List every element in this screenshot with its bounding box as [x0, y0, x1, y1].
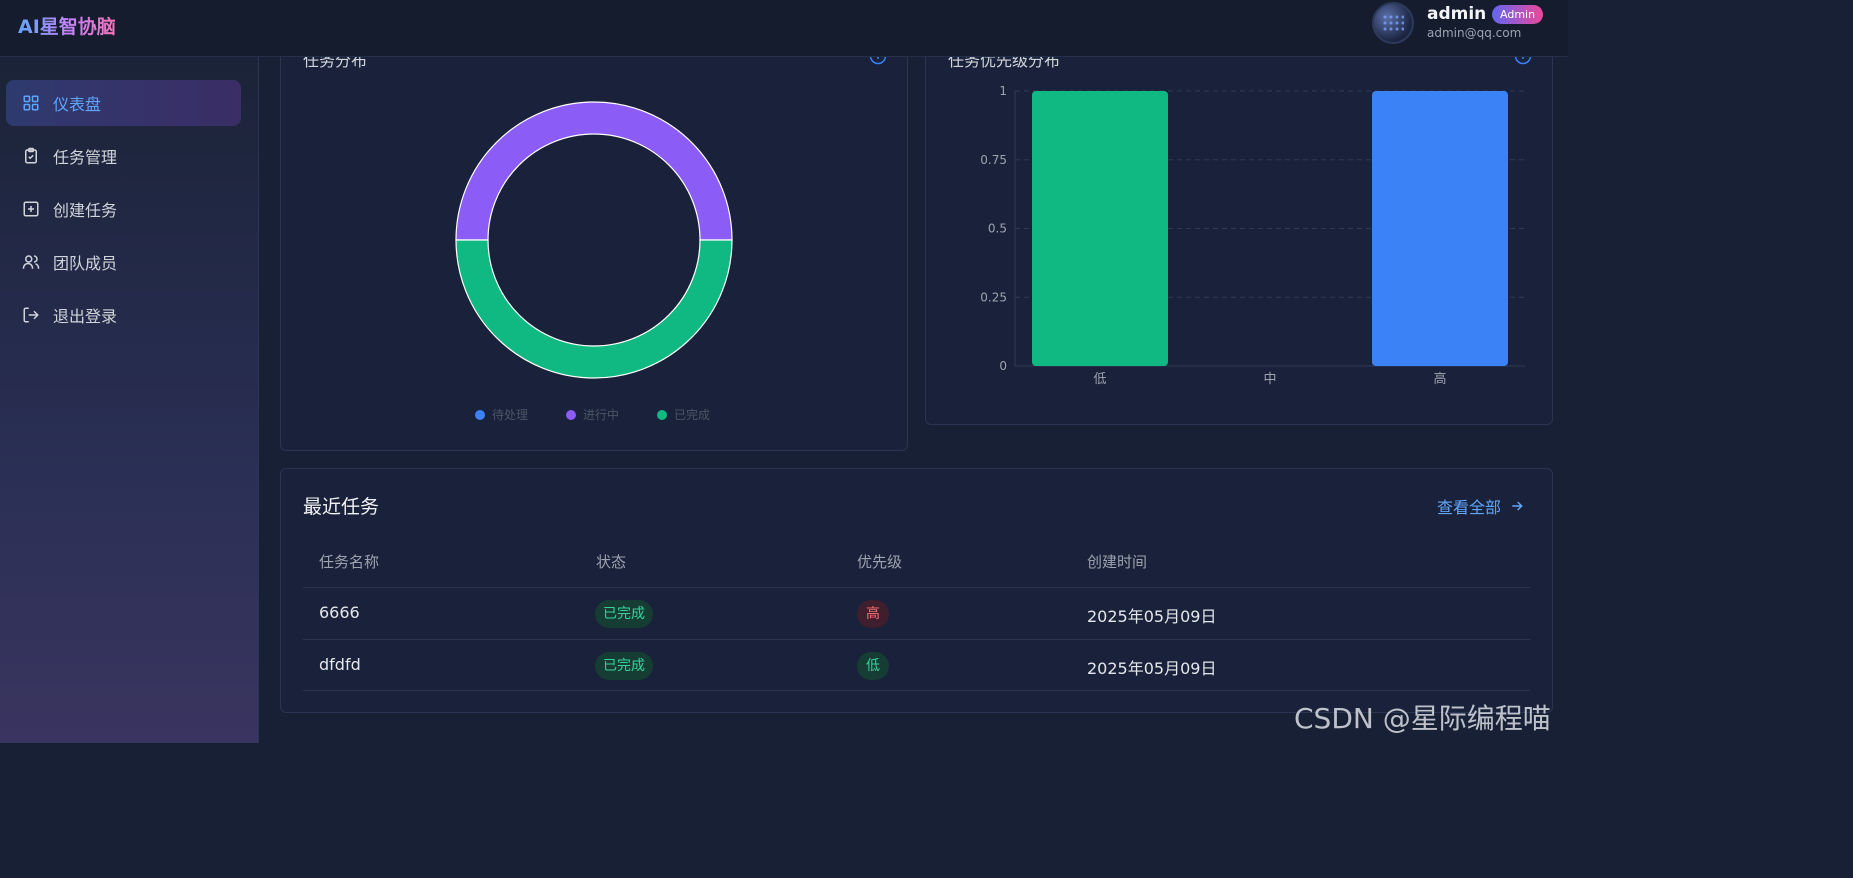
- legend-label: 已完成: [674, 408, 711, 422]
- sidebar-item-tasks[interactable]: 任务管理: [6, 133, 241, 179]
- y-tick-label: 0.75: [980, 153, 1007, 167]
- column-header-priority[interactable]: 优先级: [857, 553, 903, 571]
- status-chart-card: 任务分布: [280, 30, 908, 451]
- sidebar: 仪表盘 任务管理 创建任务 团队成员 退出登录: [0, 57, 259, 743]
- column-header-name[interactable]: 任务名称: [319, 553, 380, 571]
- user-name: admin: [1427, 4, 1487, 24]
- avatar[interactable]: [1372, 2, 1414, 44]
- divider: [303, 587, 1530, 588]
- priority-badge: 低: [857, 652, 889, 680]
- arrow-right-icon: [1512, 501, 1523, 511]
- recent-tasks-card: [280, 468, 1553, 713]
- x-tick-label: 低: [1093, 372, 1106, 387]
- view-all-link[interactable]: 查看全部: [1437, 494, 1525, 518]
- legend-dot: [657, 409, 667, 420]
- app-logo[interactable]: AI星智协脑: [18, 12, 116, 39]
- status-badge: 已完成: [595, 652, 653, 680]
- sidebar-item-label: 团队成员: [53, 254, 118, 273]
- view-all-label: 查看全部: [1437, 498, 1502, 517]
- sidebar-item-create-task[interactable]: 创建任务: [6, 186, 241, 232]
- x-tick-label: 中: [1263, 372, 1276, 387]
- watermark: CSDN @星际编程喵: [1294, 702, 1551, 735]
- column-header-status[interactable]: 状态: [596, 553, 627, 571]
- column-header-created[interactable]: 创建时间: [1087, 553, 1148, 571]
- legend-pending[interactable]: 待处理: [475, 406, 528, 423]
- recent-tasks-title: 最近任务: [303, 496, 380, 518]
- task-name[interactable]: 6666: [319, 603, 360, 622]
- sidebar-item-label: 仪表盘: [53, 95, 102, 114]
- x-tick-label: 高: [1433, 371, 1446, 387]
- created-date: 2025年05月09日: [1087, 607, 1217, 626]
- priority-badge: 高: [857, 600, 889, 628]
- role-badge: Admin: [1492, 5, 1544, 24]
- y-tick-label: 0.5: [988, 222, 1007, 236]
- priority-bar-chart: 0 0.25 0.5 0.75 1 低 中 高: [980, 84, 1525, 387]
- donut-slice-进行中[interactable]: [455, 101, 733, 241]
- created-date: 2025年05月09日: [1087, 659, 1217, 678]
- y-tick-label: 1: [999, 84, 1007, 98]
- top-header: AI星智协脑 admin Admin admin@qq.com: [0, 0, 1568, 57]
- legend-completed[interactable]: 已完成: [657, 406, 710, 423]
- sidebar-item-team[interactable]: 团队成员: [6, 239, 241, 285]
- logout-icon: [23, 307, 39, 323]
- sidebar-item-logout[interactable]: 退出登录: [6, 292, 241, 338]
- sidebar-item-label: 退出登录: [53, 307, 118, 326]
- bar-高[interactable]: [1372, 91, 1508, 366]
- sidebar-item-label: 任务管理: [53, 148, 118, 167]
- clipboard-icon: [25, 147, 37, 164]
- y-tick-label: 0: [999, 359, 1007, 373]
- sidebar-item-dashboard[interactable]: 仪表盘: [6, 80, 241, 126]
- status-badge: 已完成: [595, 600, 653, 628]
- divider: [303, 690, 1530, 691]
- bar-低[interactable]: [1032, 91, 1168, 366]
- status-donut-chart: [455, 101, 733, 379]
- plus-square-icon: [23, 201, 39, 217]
- user-email: admin@qq.com: [1427, 26, 1522, 40]
- legend-label: 进行中: [583, 408, 620, 422]
- legend-dot: [475, 409, 485, 420]
- divider: [303, 639, 1530, 640]
- task-name[interactable]: dfdfd: [319, 655, 361, 674]
- y-tick-label: 0.25: [980, 290, 1007, 304]
- legend-dot: [566, 409, 576, 420]
- legend-in-progress[interactable]: 进行中: [566, 406, 619, 423]
- sidebar-item-label: 创建任务: [53, 201, 118, 220]
- legend-label: 待处理: [492, 408, 529, 422]
- users-icon: [22, 255, 40, 269]
- dashboard-icon: [23, 95, 39, 111]
- donut-slice-已完成[interactable]: [455, 239, 733, 379]
